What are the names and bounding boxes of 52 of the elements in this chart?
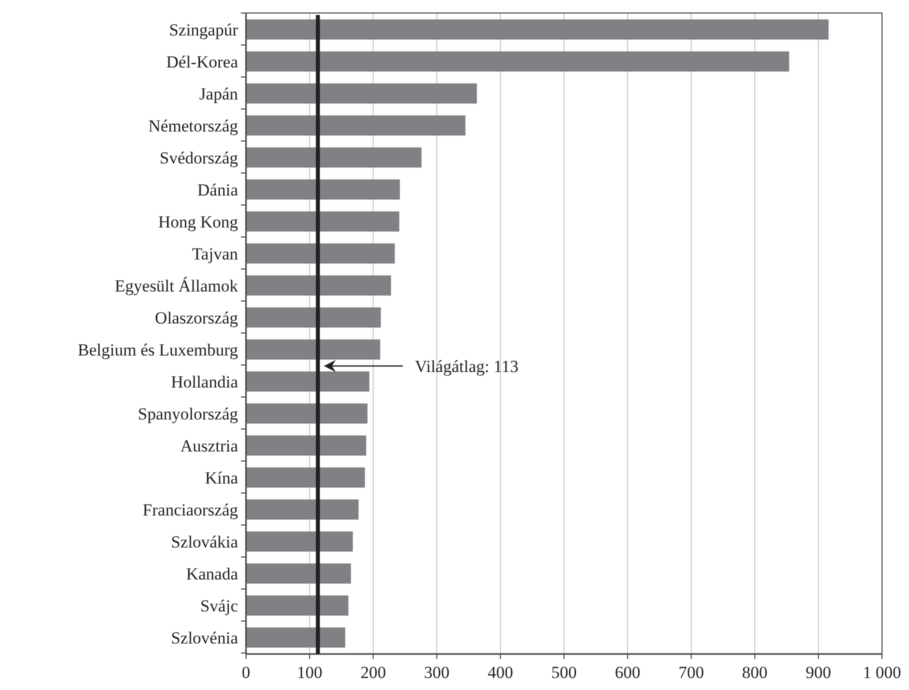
y-tick-label: Szingapúr bbox=[169, 20, 238, 40]
bar bbox=[246, 371, 370, 392]
ref-line-label: Világátlag: 113 bbox=[414, 356, 519, 376]
y-tick-label: Tajvan bbox=[192, 244, 238, 264]
x-tick-label: 500 bbox=[551, 663, 577, 682]
y-tick-label: Spanyolország bbox=[138, 404, 238, 424]
bar bbox=[246, 83, 477, 104]
x-tick-label: 600 bbox=[614, 663, 640, 682]
x-tick-label: 900 bbox=[806, 663, 832, 682]
bar bbox=[246, 19, 829, 40]
bar bbox=[246, 115, 466, 136]
y-tick-label: Hollandia bbox=[170, 372, 238, 392]
y-tick-label: Dél-Korea bbox=[166, 52, 238, 72]
y-tick-label: Japán bbox=[199, 84, 238, 104]
x-tick-label: 300 bbox=[424, 663, 450, 682]
y-tick-label: Egyesült Államok bbox=[114, 276, 238, 296]
y-tick-label: Szlovákia bbox=[170, 532, 238, 552]
x-tick-label: 700 bbox=[678, 663, 704, 682]
bar bbox=[246, 147, 422, 168]
bar bbox=[246, 179, 400, 200]
x-tick-label: 200 bbox=[360, 663, 386, 682]
bar bbox=[246, 51, 790, 72]
y-tick-label: Olaszország bbox=[154, 308, 238, 328]
y-tick-label: Dánia bbox=[197, 180, 238, 200]
y-tick-label: Svédország bbox=[160, 148, 238, 168]
y-tick-label: Ausztria bbox=[180, 436, 238, 456]
y-tick-label: Belgium és Luxemburg bbox=[78, 340, 238, 360]
bar bbox=[246, 211, 400, 232]
bar bbox=[246, 339, 380, 360]
y-tick-label: Kína bbox=[204, 468, 238, 488]
y-tick-label: Franciaország bbox=[142, 500, 238, 520]
bar bbox=[246, 403, 368, 424]
bar bbox=[246, 243, 395, 264]
x-tick-label: 400 bbox=[488, 663, 514, 682]
x-tick-label: 0 bbox=[242, 663, 250, 682]
bar bbox=[246, 275, 392, 296]
bar bbox=[246, 435, 366, 456]
y-tick-label: Szlovénia bbox=[170, 628, 238, 648]
x-tick-label: 100 bbox=[296, 663, 322, 682]
bar bbox=[246, 627, 346, 648]
y-tick-label: Németország bbox=[148, 116, 238, 136]
x-tick-label: 1 000 bbox=[862, 663, 902, 682]
y-tick-label: Svájc bbox=[200, 596, 238, 616]
x-tick-label: 800 bbox=[742, 663, 768, 682]
bar bbox=[246, 467, 365, 488]
y-tick-label: Kanada bbox=[186, 564, 238, 584]
y-tick-label: Hong Kong bbox=[158, 212, 238, 232]
bar bbox=[246, 595, 348, 616]
bar bbox=[246, 563, 351, 584]
bar bbox=[246, 499, 359, 520]
bar bbox=[246, 531, 353, 552]
bar bbox=[246, 307, 381, 328]
